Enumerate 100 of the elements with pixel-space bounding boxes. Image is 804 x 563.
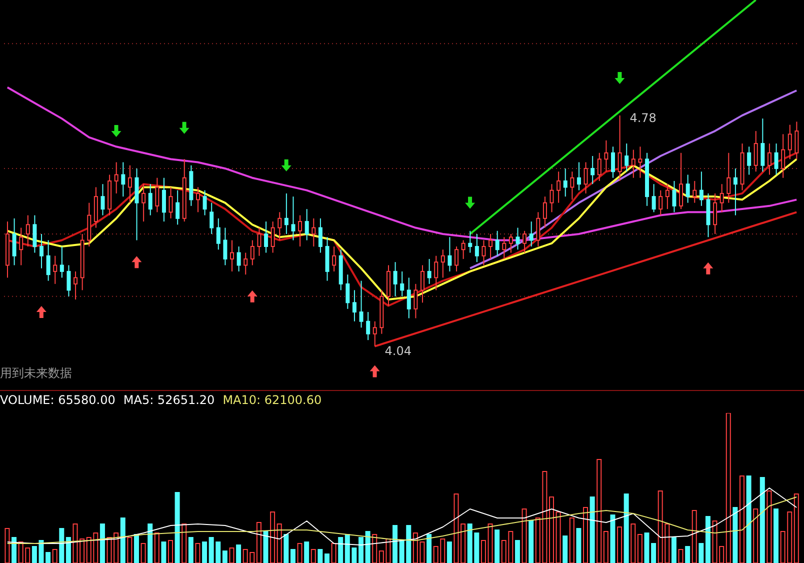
- bar: [222, 550, 228, 563]
- candlestick: [352, 290, 356, 322]
- point: [132, 256, 142, 268]
- candlestick: [618, 114, 622, 182]
- candlestick: [468, 230, 472, 254]
- bar: [284, 534, 289, 563]
- candlestick: [155, 177, 160, 213]
- point: [36, 306, 46, 318]
- candlestick: [53, 255, 58, 284]
- bar: [338, 537, 344, 563]
- bar: [202, 542, 208, 563]
- candlestick: [638, 146, 642, 178]
- candlestick: [754, 130, 758, 172]
- bar: [148, 524, 153, 563]
- candlestick: [488, 234, 493, 260]
- candlestick: [434, 255, 438, 291]
- candlestick: [114, 162, 118, 194]
- bar: [174, 492, 180, 563]
- candlestick: [672, 180, 676, 213]
- bar: [318, 549, 323, 563]
- bar: [304, 542, 310, 563]
- candlestick: [652, 184, 656, 213]
- candlestick: [427, 258, 432, 284]
- bar: [46, 552, 51, 563]
- candlestick: [100, 184, 105, 216]
- bar: [685, 546, 690, 563]
- candlestick: [502, 236, 506, 260]
- bar: [705, 516, 710, 563]
- candlestick: [686, 174, 690, 204]
- candlestick: [448, 236, 452, 272]
- candlestick: [556, 171, 561, 204]
- bar: [644, 532, 650, 563]
- candlestick: [420, 264, 425, 304]
- candlestick: [148, 184, 152, 216]
- bar: [290, 549, 296, 563]
- candlestick: [529, 221, 534, 247]
- candlestick: [162, 177, 166, 222]
- candlestick: [128, 164, 132, 204]
- candlestick: [692, 180, 697, 204]
- candlestick: [291, 196, 296, 241]
- candlestick: [32, 214, 37, 254]
- bar: [494, 530, 500, 563]
- candlestick: [19, 227, 24, 266]
- candlestick: [393, 262, 398, 297]
- candlestick: [332, 246, 336, 272]
- bar: [562, 536, 568, 563]
- annotation: 用到未来数据: [0, 365, 72, 382]
- candlestick: [542, 196, 547, 228]
- bar: [358, 537, 364, 563]
- candlestick: [12, 218, 16, 266]
- candlestick: [760, 118, 765, 172]
- candlestick: [699, 171, 704, 206]
- candlestick: [631, 149, 636, 178]
- candlestick: [516, 227, 520, 250]
- bar: [610, 514, 616, 563]
- candlestick: [454, 246, 459, 272]
- bar: [120, 518, 126, 563]
- bar: [671, 537, 676, 563]
- bar: [732, 507, 738, 563]
- candlestick: [176, 190, 180, 226]
- candlestick: [590, 156, 595, 185]
- candlestick: [40, 234, 44, 269]
- candlestick: [713, 192, 718, 234]
- candlestick: [624, 143, 629, 172]
- bar: [236, 544, 242, 563]
- candlestick: [202, 190, 207, 216]
- candlestick: [298, 214, 302, 247]
- candlestick: [604, 140, 608, 172]
- bar: [188, 537, 194, 563]
- candlestick: [747, 146, 752, 176]
- bar: [774, 508, 779, 563]
- candlestick: [767, 143, 772, 176]
- candlestick: [576, 162, 581, 191]
- point: [179, 122, 190, 134]
- bar: [59, 528, 64, 563]
- point: [465, 196, 476, 209]
- point: [247, 290, 258, 302]
- bar: [161, 542, 166, 563]
- bar: [426, 534, 432, 563]
- bar: [746, 476, 752, 563]
- candlestick: [733, 168, 738, 216]
- candlestick: [142, 184, 146, 222]
- candlestick: [284, 192, 288, 234]
- candlestick: [26, 214, 30, 247]
- candlestick: [440, 249, 445, 278]
- annotation: 4.78: [630, 111, 656, 126]
- candlestick: [658, 190, 663, 216]
- candlestick: [168, 186, 173, 219]
- bar: [651, 543, 656, 563]
- annotation: 4.04: [384, 344, 412, 358]
- candlestick: [372, 320, 377, 347]
- candlestick: [597, 152, 602, 182]
- candlestick: [726, 152, 731, 204]
- candlestick: [244, 252, 248, 276]
- candlestick: [679, 152, 684, 210]
- candlestick: [665, 184, 670, 210]
- candlestick: [461, 240, 466, 260]
- candlestick: [250, 240, 254, 266]
- candlestick: [66, 264, 71, 297]
- bar: [12, 537, 17, 563]
